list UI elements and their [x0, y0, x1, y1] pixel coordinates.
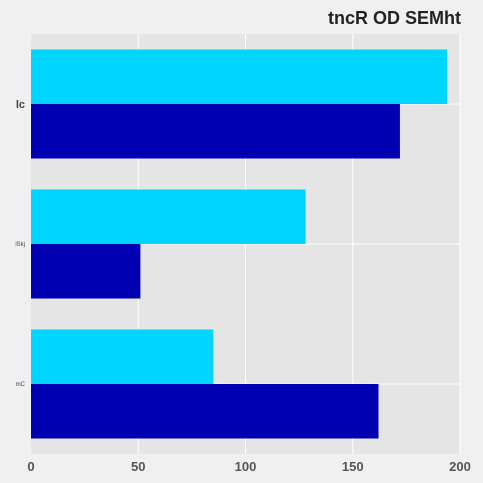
- bar: [31, 104, 400, 159]
- x-tick-label: 100: [235, 459, 257, 474]
- x-tick-label: 0: [27, 459, 34, 474]
- y-tick-labels: lc lSkj mC: [15, 99, 25, 388]
- y-tick-label: lc: [16, 99, 25, 111]
- x-tick-label: 200: [449, 459, 471, 474]
- bar: [31, 244, 141, 299]
- bar: [31, 189, 306, 244]
- bar: [31, 49, 448, 104]
- y-tick-label: mC: [16, 382, 26, 388]
- x-tick-label: 150: [342, 459, 364, 474]
- x-tick-label: 50: [131, 459, 145, 474]
- y-tick-label: lSkj: [15, 242, 25, 248]
- chart-title: tncR OD SEMht: [328, 8, 461, 28]
- bars: [31, 49, 448, 439]
- x-tick-labels: 0 50 100 150 200: [27, 459, 470, 474]
- bar: [31, 384, 379, 439]
- bar: [31, 329, 214, 384]
